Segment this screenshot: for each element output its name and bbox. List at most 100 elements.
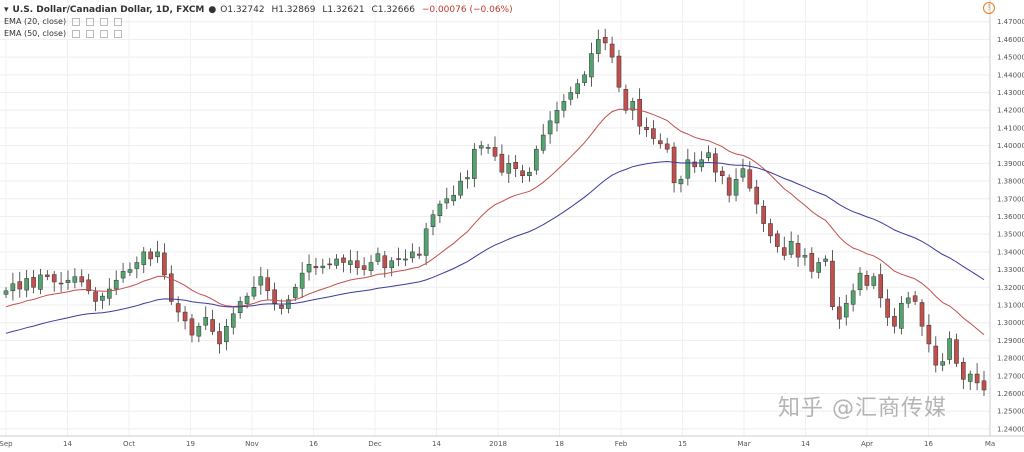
candle-down [961, 362, 966, 380]
warning-icon[interactable]: ! [983, 2, 995, 14]
candle-up [141, 251, 147, 265]
candle-down [754, 186, 760, 205]
legend-change: −0.00076 (−0.06%) [421, 5, 513, 15]
candle-down [361, 265, 367, 270]
candle-up [561, 101, 567, 111]
settings-icon[interactable] [86, 30, 95, 38]
candle-up [678, 179, 684, 185]
visibility-icon[interactable] [72, 18, 81, 26]
candle-up [575, 83, 580, 94]
candle-up [196, 325, 202, 337]
candle-down [382, 255, 388, 269]
remove-icon[interactable] [100, 18, 109, 26]
x-tick-label: Apr [861, 440, 873, 448]
y-tick-label: 1.31000 [997, 301, 1024, 309]
visibility-icon[interactable] [72, 30, 81, 38]
chart-legend: ▾ U.S. Dollar/Canadian Dollar, 1D, FXCM … [4, 4, 517, 40]
x-tick-label: 16 [924, 440, 933, 448]
x-tick-label: Feb [615, 440, 628, 448]
candle-down [162, 252, 167, 276]
candle-down [809, 253, 815, 272]
candle-down [86, 279, 91, 292]
candle-down [148, 251, 153, 260]
legend-ohlc: O1.32742 H1.32869 L1.32621 C1.32666 −0.0… [220, 4, 516, 16]
y-tick-label: 1.34000 [997, 248, 1024, 256]
y-tick-label: 1.40000 [997, 142, 1024, 150]
y-tick-label: 1.28000 [997, 355, 1024, 363]
legend-ema20-row[interactable]: EMA (20, close) [4, 16, 517, 28]
candle-down [327, 263, 333, 266]
candle-down [354, 260, 360, 269]
candle-up [120, 271, 126, 279]
candle-up [72, 276, 78, 283]
candle-down [616, 55, 622, 88]
x-tick-label: Ma [985, 440, 995, 448]
candle-up [348, 260, 353, 265]
candle-up [589, 53, 594, 78]
candle-up [706, 152, 711, 158]
candle-up [582, 74, 587, 83]
candle-down [878, 274, 883, 299]
legend-ema50-row[interactable]: EMA (50, close) [4, 28, 517, 40]
candle-down [17, 281, 23, 290]
more-icon[interactable] [114, 18, 123, 26]
candle-up [940, 361, 945, 366]
y-tick-label: 1.33000 [997, 266, 1024, 274]
candle-down [795, 243, 801, 258]
candle-up [458, 180, 463, 196]
candle-down [623, 89, 629, 111]
candle-down [520, 170, 525, 176]
y-tick-label: 1.39000 [997, 160, 1024, 168]
candle-up [107, 288, 112, 299]
y-tick-label: 1.30000 [997, 319, 1024, 327]
candle-down [761, 205, 766, 224]
remove-icon[interactable] [100, 30, 109, 38]
candle-up [506, 163, 512, 174]
candle-up [334, 258, 339, 266]
candle-up [24, 278, 29, 291]
candle-up [823, 258, 828, 262]
x-tick-label: 14 [801, 440, 810, 448]
candle-down [499, 153, 505, 173]
candle-up [244, 295, 250, 304]
x-tick-label: 15 [678, 440, 687, 448]
candle-up [368, 262, 374, 271]
settings-dot-icon[interactable]: ● [208, 5, 217, 15]
y-tick-label: 1.42000 [997, 107, 1024, 115]
candle-up [857, 272, 863, 291]
y-tick-label: 1.27000 [997, 372, 1024, 380]
x-tick-label: Dec [368, 440, 382, 448]
candle-down [926, 324, 932, 345]
candle-up [230, 313, 236, 328]
legend-ema50: EMA (50, close) [4, 29, 67, 38]
candle-up [478, 145, 484, 149]
y-tick-label: 1.25000 [997, 408, 1024, 416]
candle-down [609, 43, 615, 58]
more-icon[interactable] [114, 30, 123, 38]
candle-up [540, 134, 546, 151]
collapse-icon[interactable]: ▾ [4, 5, 9, 15]
candle-down [396, 258, 401, 260]
candle-down [671, 146, 677, 184]
legend-main-row: ▾ U.S. Dollar/Canadian Dollar, 1D, FXCM … [4, 4, 517, 16]
candle-down [492, 147, 498, 157]
x-tick-label: 14 [63, 440, 72, 448]
x-tick-label: Mar [737, 440, 750, 448]
candle-down [864, 274, 870, 286]
candle-down [644, 126, 649, 130]
settings-icon[interactable] [86, 18, 95, 26]
candle-down [933, 345, 939, 366]
candle-up [967, 373, 973, 382]
x-tick-label: 2018 [489, 440, 507, 448]
candle-down [657, 140, 663, 145]
candle-up [38, 274, 43, 290]
candle-up [527, 171, 532, 176]
x-tick-label: 19 [186, 440, 195, 448]
candle-down [981, 380, 987, 391]
candle-up [472, 148, 477, 179]
x-tick-label: 18 [555, 440, 564, 448]
candle-up [10, 283, 16, 292]
candle-down [168, 273, 174, 302]
candle-up [299, 272, 305, 289]
